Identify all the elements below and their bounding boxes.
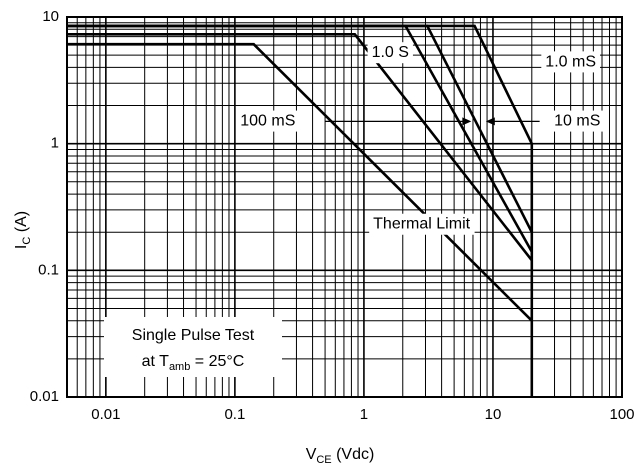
x-tick-label: 100 [609, 406, 634, 423]
series-line-5 [67, 42, 533, 322]
y-tick-label: 0.01 [30, 388, 59, 405]
x-axis-title: VCE (Vdc) [306, 446, 375, 466]
annotation-label: 1.0 mS [545, 53, 596, 70]
arrow-100ms [462, 117, 472, 126]
series-line-4 [67, 32, 533, 262]
series-line-3 [67, 24, 533, 253]
annotation-bg [367, 42, 413, 64]
annotation-5: Thermal Limit [369, 213, 475, 235]
x-tick-label: 0.1 [224, 406, 245, 423]
test-condition-line1: Single Pulse Test [132, 327, 255, 344]
annotation-bg [541, 51, 600, 73]
annotation-labels: 1.0 S 1.0 mS 100 mS 10 mS Thermal Limit [236, 42, 605, 235]
annotation-2: 1.0 mS [541, 51, 600, 73]
annotation-label: 1.0 S [372, 44, 409, 61]
y-tick-label: 10 [42, 8, 59, 25]
y-tick-label: 1 [51, 135, 59, 152]
annotation-3: 100 mS [236, 110, 300, 132]
annotation-4: 10 mS [550, 110, 605, 132]
minor-grid [67, 17, 622, 397]
annotation-label: 100 mS [240, 113, 295, 130]
x-tick-label: 1 [360, 406, 368, 423]
annotation-bg [550, 110, 605, 132]
arrows [325, 117, 540, 126]
y-axis-title: IC (A) [13, 211, 33, 249]
annotation-label: 10 mS [554, 113, 600, 130]
annotation-bg [236, 110, 300, 132]
annotation-1: 1.0 S [367, 42, 413, 64]
annotation-bg [369, 213, 475, 235]
series-layer [67, 24, 534, 397]
x-tick-label: 0.01 [91, 406, 120, 423]
arrow-10ms [485, 117, 495, 126]
x-tick-label: 10 [485, 406, 502, 423]
plot-frame [66, 16, 623, 398]
tick-labels: 0.01 0.1 1 10 100 0.01 0.1 1 10 [30, 8, 635, 423]
test-condition-line2: at Tamb = 25°C [142, 353, 245, 373]
annotation-label: Thermal Limit [373, 216, 470, 233]
test-conditions-box: Single Pulse Test at Tamb = 25°C [104, 317, 282, 377]
y-tick-label: 0.1 [38, 261, 59, 278]
